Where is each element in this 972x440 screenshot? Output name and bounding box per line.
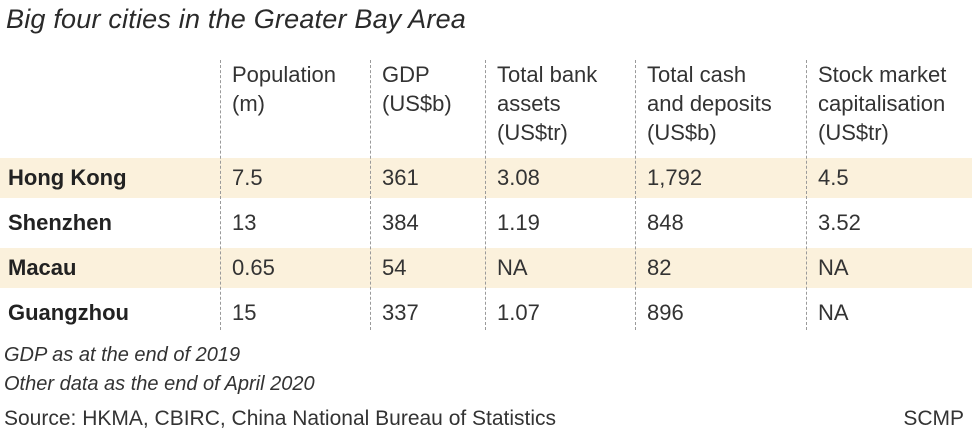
table-cell: 3.52	[818, 210, 861, 235]
publisher-credit: SCMP	[903, 407, 964, 430]
table-cell: 4.5	[818, 165, 849, 190]
footnote-gdp: GDP as at the end of 2019	[4, 344, 241, 366]
source-text: Source: HKMA, CBIRC, China National Bure…	[4, 407, 557, 430]
table-cell: 82	[647, 255, 672, 280]
table-cell: 361	[382, 165, 419, 190]
table-cell: 13	[232, 210, 257, 235]
table-cell: 1.19	[497, 210, 540, 235]
table-cell: 337	[382, 300, 419, 325]
chart-title: Big four cities in the Greater Bay Area	[6, 4, 467, 34]
column-header: Total bank assets (US$tr)	[497, 62, 598, 145]
column-header: Population (m)	[232, 62, 336, 116]
table-cell: 0.65	[232, 255, 275, 280]
table-cell: 1.07	[497, 300, 540, 325]
column-header: Total cash and deposits (US$b)	[647, 62, 772, 145]
table-cell: 3.08	[497, 165, 540, 190]
row-city-label: Hong Kong	[8, 165, 127, 190]
column-divider	[485, 60, 486, 330]
table-cell: 848	[647, 210, 684, 235]
column-header: Stock market capitalisation (US$tr)	[818, 62, 947, 145]
table-cell: 54	[382, 255, 407, 280]
column-divider	[220, 60, 221, 330]
row-city-label: Macau	[8, 255, 77, 280]
table-cell: 896	[647, 300, 684, 325]
column-divider	[806, 60, 807, 330]
row-city-label: Guangzhou	[8, 300, 129, 325]
table-cell: NA	[818, 300, 849, 325]
table-cell: 15	[232, 300, 257, 325]
row-highlight-band	[0, 158, 972, 198]
row-city-label: Shenzhen	[8, 210, 112, 235]
table-cell: 1,792	[647, 165, 703, 190]
table-cell: NA	[497, 255, 528, 280]
table-cell: 384	[382, 210, 419, 235]
row-highlight-band	[0, 248, 972, 288]
footnote-other-data: Other data as the end of April 2020	[4, 373, 315, 395]
column-header: GDP (US$b)	[382, 62, 452, 116]
table-cell: 7.5	[232, 165, 263, 190]
table-cell: NA	[818, 255, 849, 280]
column-divider	[635, 60, 636, 330]
column-divider	[370, 60, 371, 330]
